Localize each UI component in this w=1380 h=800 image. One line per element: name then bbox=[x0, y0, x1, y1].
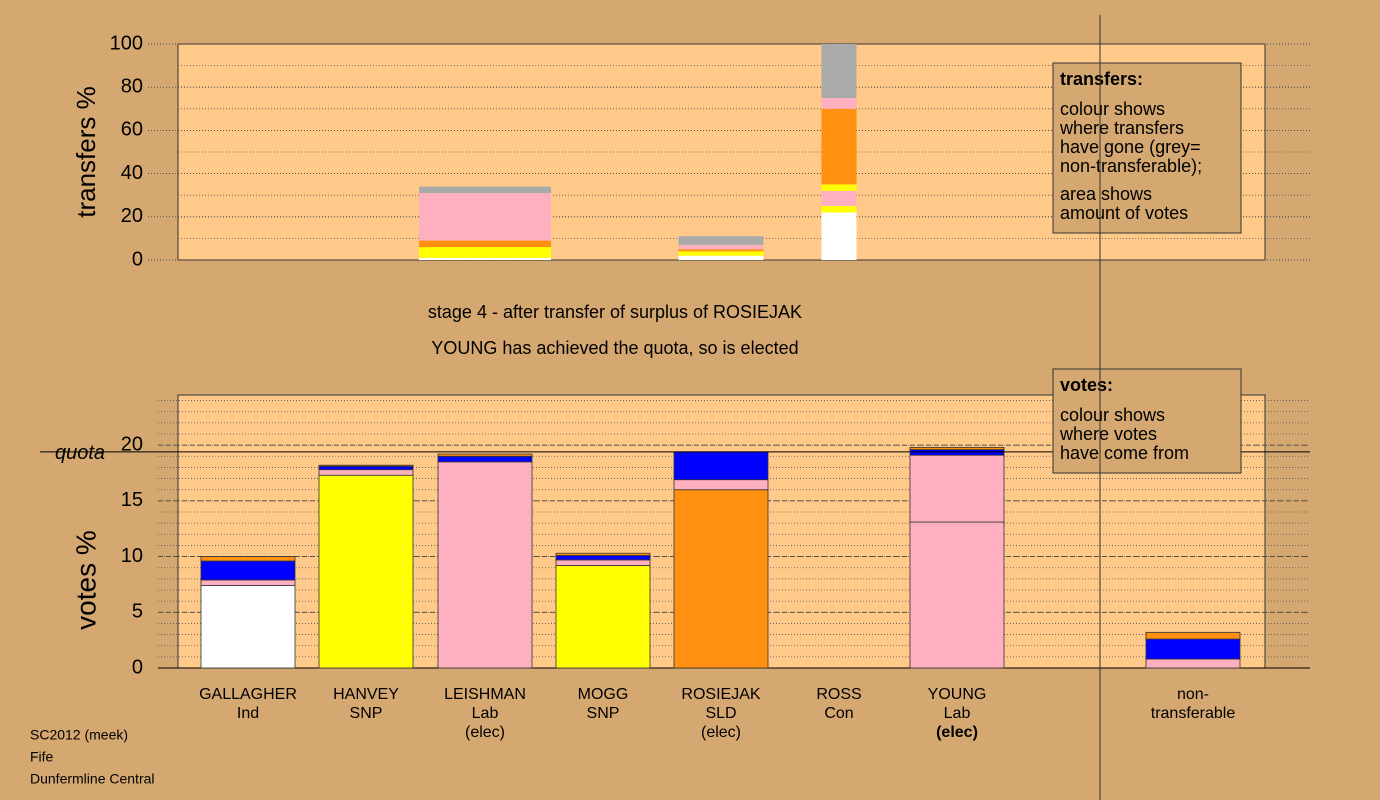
x-tick-label: non- bbox=[1177, 686, 1209, 703]
bar-segment bbox=[821, 212, 857, 260]
x-tick-label: SLD bbox=[705, 705, 736, 722]
bar-segment bbox=[821, 184, 857, 191]
bar-segment bbox=[318, 474, 414, 669]
footer-text: Fife bbox=[30, 749, 54, 765]
y-tick-label: 0 bbox=[132, 656, 143, 678]
footer-text: Dunfermline Central bbox=[30, 771, 155, 787]
bar-segment bbox=[437, 453, 533, 457]
bar-segment bbox=[555, 559, 651, 566]
bar-segment bbox=[821, 206, 857, 213]
bar-segment bbox=[678, 244, 764, 250]
bar-segment bbox=[318, 469, 414, 476]
legend-text: area shows bbox=[1060, 184, 1152, 204]
legend-box bbox=[1052, 62, 1242, 234]
bar-segment bbox=[555, 565, 651, 669]
y-tick-label: 15 bbox=[121, 489, 143, 511]
y-tick-label: 40 bbox=[121, 162, 143, 184]
legend-text: colour shows bbox=[1060, 99, 1165, 119]
bar-segment bbox=[673, 479, 769, 491]
bar-segment bbox=[909, 446, 1005, 451]
bar-segment bbox=[200, 579, 296, 586]
bar-segment bbox=[419, 257, 551, 260]
y-tick-label: 100 bbox=[110, 32, 143, 54]
y-tick-label: 80 bbox=[121, 75, 143, 97]
bar-segment bbox=[821, 98, 857, 109]
y-tick-label: 0 bbox=[132, 248, 143, 270]
bar-segment bbox=[419, 186, 551, 194]
bar-segment bbox=[821, 44, 857, 98]
y-tick-label: 5 bbox=[132, 601, 143, 623]
x-tick-label: Lab bbox=[944, 705, 971, 722]
bar-segment bbox=[318, 464, 414, 467]
y-axis-label: votes % bbox=[70, 530, 101, 630]
footer-text: SC2012 (meek) bbox=[30, 727, 128, 743]
bar-segment bbox=[419, 247, 551, 258]
legend-title: votes: bbox=[1060, 375, 1113, 395]
bar-segment bbox=[200, 556, 296, 562]
y-tick-label: 20 bbox=[121, 433, 143, 455]
x-tick-label: ROSIEJAK bbox=[681, 686, 760, 703]
x-tick-label: HANVEY bbox=[333, 686, 399, 703]
bar-segment bbox=[678, 249, 764, 252]
y-tick-label: 60 bbox=[121, 119, 143, 141]
x-tick-label: (elec) bbox=[465, 724, 505, 741]
x-tick-label: Con bbox=[824, 705, 853, 722]
x-tick-label: Ind bbox=[237, 705, 259, 722]
bar-segment bbox=[555, 552, 651, 556]
bar-segment bbox=[555, 555, 651, 561]
bar-segment bbox=[419, 193, 551, 241]
bar-segment bbox=[678, 236, 764, 245]
x-tick-label: ROSS bbox=[816, 686, 861, 703]
bar-segment bbox=[200, 560, 296, 581]
x-tick-label: (elec) bbox=[701, 724, 741, 741]
legend-text: amount of votes bbox=[1060, 203, 1188, 223]
bar-segment bbox=[437, 455, 533, 463]
legend-text: have gone (grey= bbox=[1060, 137, 1201, 157]
quota-label: quota bbox=[55, 442, 105, 464]
bar-segment bbox=[821, 108, 857, 185]
bar-segment bbox=[821, 190, 857, 206]
stage-text: YOUNG has achieved the quota, so is elec… bbox=[431, 338, 798, 358]
legend-text: have come from bbox=[1060, 443, 1189, 463]
legend-text: colour shows bbox=[1060, 405, 1165, 425]
bar-segment bbox=[318, 465, 414, 471]
bar-segment bbox=[1145, 631, 1241, 640]
bar-segment bbox=[673, 489, 769, 669]
y-tick-label: 10 bbox=[121, 545, 143, 567]
bar-segment bbox=[437, 461, 533, 669]
x-tick-label: transferable bbox=[1151, 705, 1236, 722]
bar-segment bbox=[909, 449, 1005, 456]
x-tick-label: LEISHMAN bbox=[444, 686, 526, 703]
bar-segment bbox=[678, 255, 764, 260]
legend-box bbox=[1052, 368, 1242, 474]
legend-text: where votes bbox=[1059, 424, 1157, 444]
bar-segment bbox=[909, 521, 1005, 669]
bar-segment bbox=[200, 585, 296, 669]
bar-segment bbox=[673, 451, 769, 481]
legend-text: where transfers bbox=[1059, 118, 1184, 138]
x-tick-label: YOUNG bbox=[928, 686, 987, 703]
legend-title: transfers: bbox=[1060, 69, 1143, 89]
bar-segment bbox=[419, 240, 551, 248]
stage-text: stage 4 - after transfer of surplus of R… bbox=[428, 302, 802, 322]
x-tick-label: MOGG bbox=[578, 686, 629, 703]
x-tick-label: Lab bbox=[472, 705, 499, 722]
x-tick-label: SNP bbox=[350, 705, 383, 722]
bar-segment bbox=[678, 251, 764, 256]
x-tick-label: SNP bbox=[587, 705, 620, 722]
x-tick-label: (elec) bbox=[936, 724, 978, 741]
bar-segment bbox=[1145, 638, 1241, 660]
legend-text: non-transferable); bbox=[1060, 156, 1202, 176]
y-axis-label: transfers % bbox=[71, 86, 101, 218]
y-tick-label: 20 bbox=[121, 205, 143, 227]
x-tick-label: GALLAGHER bbox=[199, 686, 297, 703]
bar-segment bbox=[909, 454, 1005, 523]
bar-segment bbox=[1145, 658, 1241, 669]
